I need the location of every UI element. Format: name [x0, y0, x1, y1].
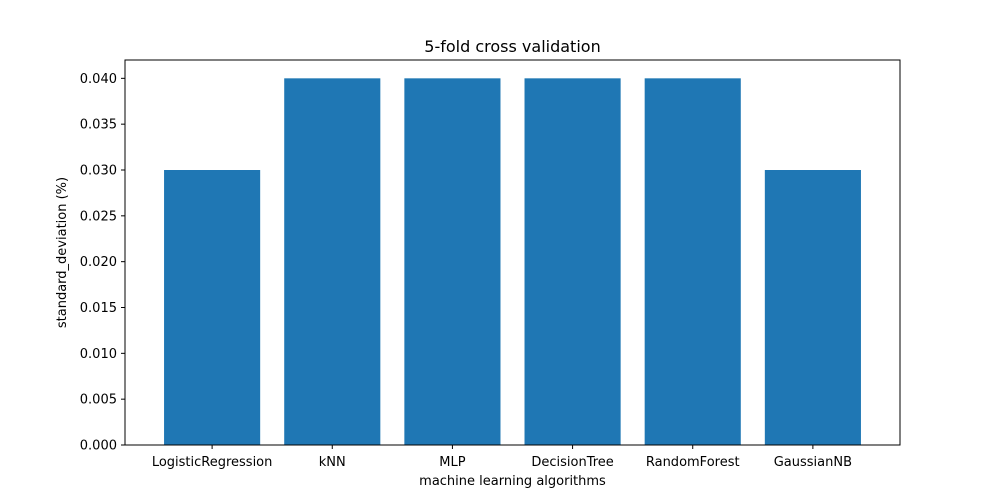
- y-tick-label: 0.035: [80, 118, 117, 133]
- bars-layer: [164, 78, 861, 445]
- y-tick-label: 0.005: [80, 393, 117, 408]
- y-axis-label: standard_deviation (%): [55, 177, 70, 328]
- bar-decisiontree: [524, 78, 621, 445]
- x-tick-label: LogisticRegression: [152, 455, 273, 470]
- plot-area-frame: [124, 59, 901, 446]
- y-axis: 0.000 0.005 0.010 0.015 0.020 0.025 0.030 0.035…: [80, 72, 125, 454]
- y-tick-label: 0.000: [80, 439, 117, 454]
- x-axis-label: machine learning algorithms: [419, 474, 606, 489]
- x-tick-label: DecisionTree: [531, 455, 613, 470]
- x-tick-label: GaussianNB: [774, 455, 852, 470]
- y-tick-label: 0.030: [80, 164, 117, 179]
- y-tick-label: 0.015: [80, 301, 117, 316]
- bar-randomforest: [644, 78, 741, 445]
- chart-title: 5-fold cross validation: [424, 37, 600, 56]
- bar-gaussiannb: [764, 170, 861, 445]
- x-tick-label: kNN: [319, 455, 346, 470]
- y-tick-label: 0.040: [80, 72, 117, 87]
- bar-mlp: [404, 78, 501, 445]
- x-axis: LogisticRegression kNN MLP DecisionTree Rand…: [152, 445, 852, 470]
- x-tick-label: MLP: [439, 455, 465, 470]
- bar-logisticregression: [164, 170, 261, 445]
- y-tick-label: 0.020: [80, 255, 117, 270]
- y-tick-label: 0.010: [80, 347, 117, 362]
- y-tick-label: 0.025: [80, 209, 117, 224]
- x-tick-label: RandomForest: [646, 455, 740, 470]
- bar-knn: [284, 78, 381, 445]
